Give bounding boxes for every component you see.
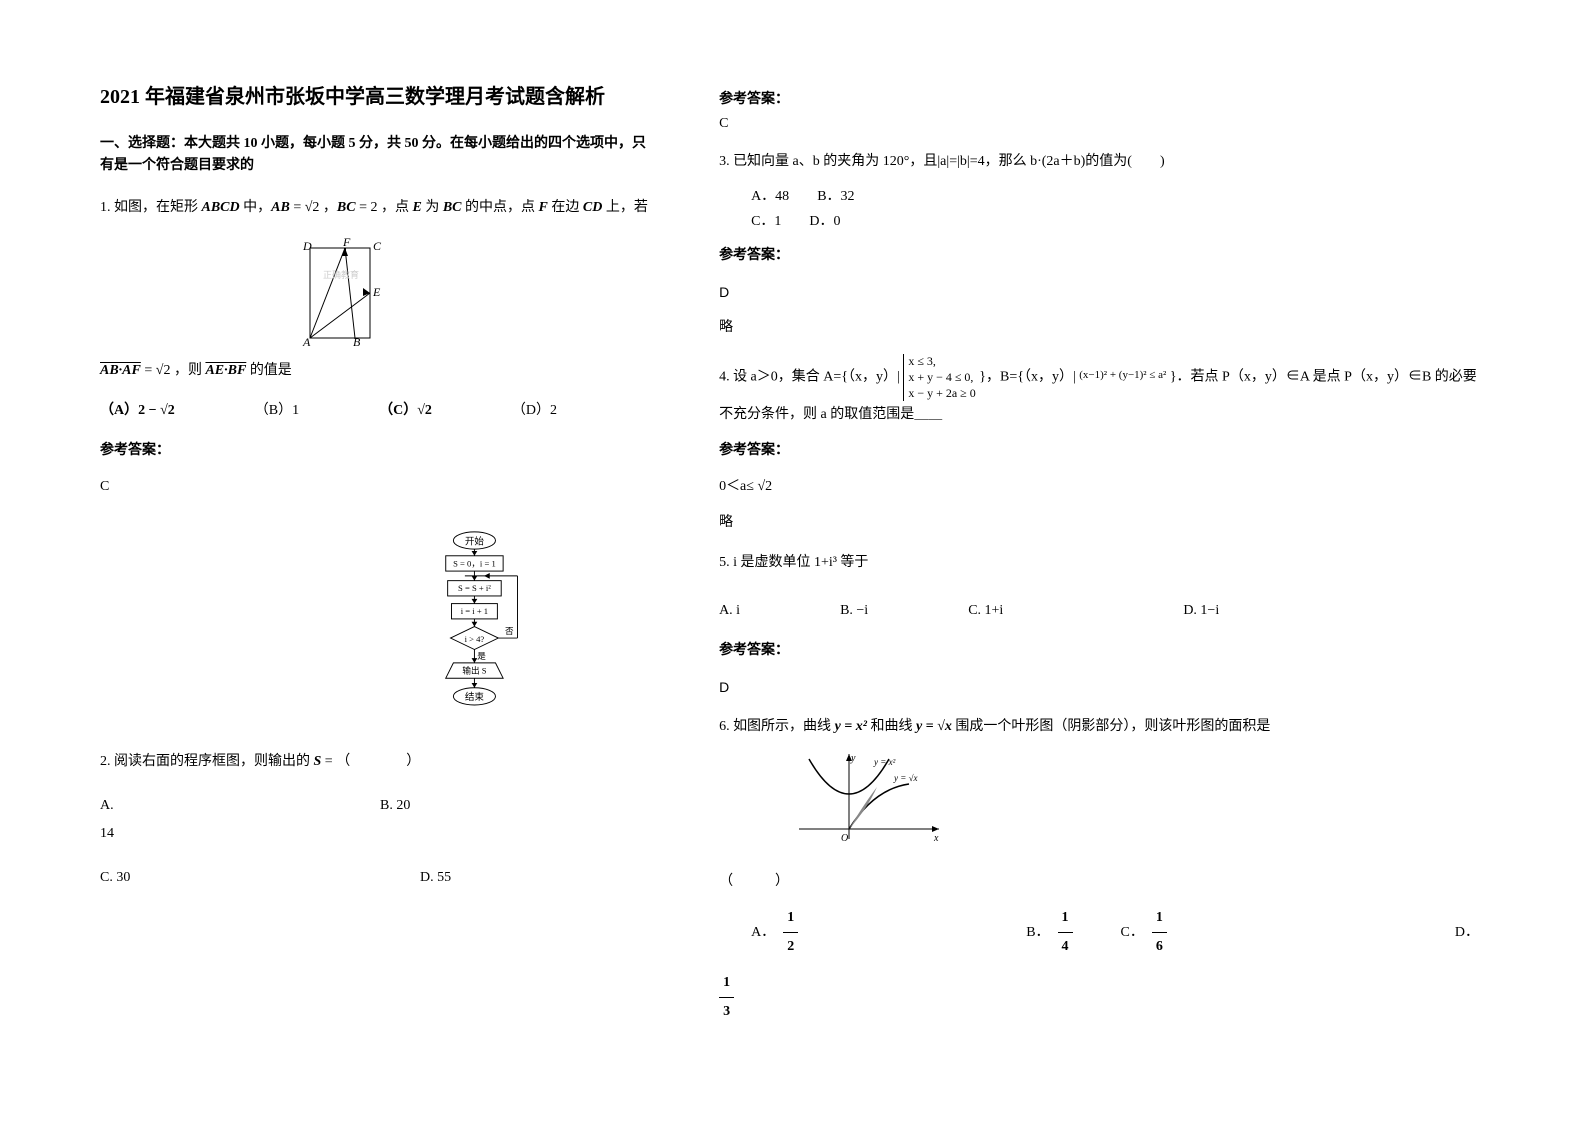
q6-option-c-frac: 16: [1152, 904, 1167, 961]
section-heading: 一、选择题：本大题共 10 小题，每小题 5 分，共 50 分。在每小题给出的四…: [100, 133, 659, 178]
question-3: 3. 已知向量 a、b 的夹角为 120°，且|a|=|b|=4，那么 b·(2…: [719, 148, 1487, 342]
q5-options: A. i B. −i C. 1+i D. 1−i: [719, 597, 1487, 625]
svg-text:S = 0，i = 1: S = 0，i = 1: [453, 558, 496, 568]
question-6: 6. 如图所示，曲线 y = x² 和曲线 y = √x 围成一个叶形图（阴影部…: [719, 713, 1487, 1026]
svg-text:F: F: [342, 238, 351, 249]
q5-option-b: B. −i: [840, 597, 868, 625]
q1-options: （A）2 − √2 （B）1 （C）√2 （D）2: [100, 397, 659, 425]
svg-text:y: y: [850, 753, 856, 764]
q6-leaf-figure: y x O y = x² y = √x: [779, 749, 959, 849]
q3-answer-label: 参考答案：: [719, 242, 1487, 270]
q1-option-c: （C）√2: [379, 397, 432, 425]
q3-text: 3. 已知向量 a、b 的夹角为 120°，且|a|=|b|=4，那么 b·(2…: [719, 148, 1487, 176]
q4-note: 略: [719, 509, 1487, 537]
q3-option-a: A．48: [751, 189, 789, 204]
question-4: 4. 设 a＞0，集合 A={（x，y）| x ≤ 3, x + y − 4 ≤…: [719, 354, 1487, 537]
q5-option-c: C. 1+i: [968, 597, 1003, 625]
q6-option-a-label: A．: [751, 919, 775, 947]
question-1: 1. 如图，在矩形 ABCD 中，AB = √2 ，BC = 2 ，点 E 为 …: [100, 194, 659, 501]
q4-constraints: x ≤ 3, x + y − 4 ≤ 0, x − y + 2a ≥ 0: [903, 354, 975, 401]
q5-answer: D: [719, 673, 1487, 701]
q5-option-d: D. 1−i: [1183, 597, 1219, 625]
q3-options: A．48 B．32 C．1 D．0: [751, 184, 1487, 234]
q1-option-d: （D）2: [512, 397, 557, 425]
q2-options: A. B. 20 14 C. 30 D. 55: [100, 792, 659, 892]
q1-option-b: （B）1: [255, 397, 299, 425]
page-title: 2021 年福建省泉州市张坂中学高三数学理月考试题含解析: [100, 80, 659, 109]
q3-option-b: B．32: [817, 189, 854, 204]
q6-option-d-frac: 13: [719, 969, 734, 1026]
q4-answer-label: 参考答案：: [719, 437, 1487, 465]
svg-text:E: E: [372, 285, 381, 299]
q6-option-d-frac-row: 13: [719, 969, 1487, 1026]
svg-text:A: A: [302, 335, 311, 349]
svg-text:y = √x: y = √x: [893, 773, 918, 783]
question-2: 2. 阅读右面的程序框图，则输出的 S = （ ） 开始 S = 0，i = 1…: [100, 513, 659, 892]
q3-option-d: D．0: [809, 214, 840, 229]
svg-text:否: 否: [505, 626, 514, 636]
svg-text:开始: 开始: [465, 535, 485, 547]
q1-option-a: （A）2 − √2: [100, 397, 175, 425]
q5-text: 5. i 是虚数单位 1+i³ 等于: [719, 549, 1487, 577]
q2-answer: C: [719, 116, 1487, 132]
q2-option-a2: 14: [100, 820, 659, 848]
left-column: 2021 年福建省泉州市张坂中学高三数学理月考试题含解析 一、选择题：本大题共 …: [100, 80, 659, 1038]
q1-answer-label: 参考答案：: [100, 437, 659, 465]
q2-option-c: C. 30: [100, 864, 420, 892]
q6-option-d-label: D．: [1455, 919, 1479, 947]
q2-option-d: D. 55: [420, 864, 451, 892]
q6-options: A． 12 B． 14 C． 16 D．: [719, 904, 1487, 961]
q6-option-b-label: B．: [1026, 919, 1049, 947]
q2-answer-label: 参考答案：: [719, 88, 1487, 108]
q3-option-c: C．1: [751, 214, 781, 229]
svg-text:D: D: [302, 239, 312, 253]
svg-text:y = x²: y = x²: [873, 757, 896, 767]
q4-answer: 0＜a≤ √2: [719, 473, 1487, 501]
q2-flowchart: 开始 S = 0，i = 1 S = S + i² i = i + 1 i > …: [424, 529, 544, 749]
q1-text: 1. 如图，在矩形 ABCD 中，AB = √2 ，BC = 2 ，点 E 为 …: [100, 200, 648, 215]
q3-answer: D: [719, 278, 1487, 306]
svg-text:i = i + 1: i = i + 1: [460, 606, 487, 616]
question-5: 5. i 是虚数单位 1+i³ 等于 A. i B. −i C. 1+i D. …: [719, 549, 1487, 701]
q2-option-b: B. 20: [380, 792, 410, 820]
svg-text:i > 4?: i > 4?: [464, 634, 484, 644]
svg-text:x: x: [933, 833, 939, 844]
right-column: 参考答案： C 3. 已知向量 a、b 的夹角为 120°，且|a|=|b|=4…: [719, 80, 1487, 1038]
q6-option-b-frac: 14: [1058, 904, 1073, 961]
q1-line2: AB·AF = √2 ，则 AE·BF 的值是: [100, 363, 295, 378]
q3-note: 略: [719, 314, 1487, 342]
svg-text:输出 S: 输出 S: [462, 664, 486, 675]
q1-geometry-figure: D F C E A B 正确教育: [295, 238, 395, 358]
q6-option-a-frac: 12: [783, 904, 798, 961]
q1-answer: C: [100, 473, 659, 501]
q6-option-c-label: C．: [1121, 919, 1144, 947]
svg-text:正确教育: 正确教育: [323, 269, 359, 280]
svg-text:是: 是: [477, 651, 486, 661]
svg-text:结束: 结束: [465, 691, 485, 703]
svg-text:C: C: [373, 239, 382, 253]
svg-text:O: O: [841, 833, 848, 844]
q6-paren: （ ）: [719, 868, 1487, 896]
svg-text:B: B: [353, 335, 361, 349]
q5-option-a: A. i: [719, 597, 740, 625]
q5-answer-label: 参考答案：: [719, 637, 1487, 665]
q2-option-a: A.: [100, 792, 380, 820]
svg-text:S = S + i²: S = S + i²: [458, 583, 491, 593]
